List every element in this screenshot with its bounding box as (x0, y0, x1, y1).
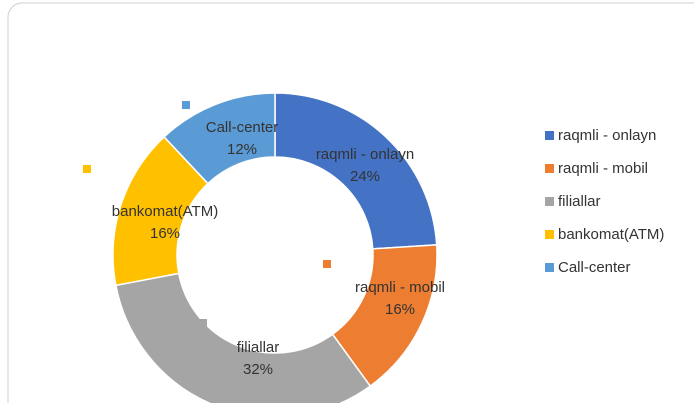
label-marker (199, 319, 207, 327)
legend-swatch (545, 197, 554, 206)
slice-value-label: 16% (149, 225, 181, 242)
slice-value-label: 16% (384, 301, 416, 318)
label-marker (323, 260, 331, 268)
legend-label: filiallar (558, 193, 601, 210)
label-marker (286, 126, 294, 134)
slice-category-label: Call-center (205, 119, 279, 136)
slice-value-label: 12% (226, 141, 258, 158)
slice-value-label: 24% (349, 168, 381, 185)
legend-label: raqmli - onlayn (558, 127, 657, 144)
slice-category-label: filiallar (236, 339, 280, 356)
label-marker (182, 101, 190, 109)
slice-category-label: bankomat(ATM) (111, 203, 219, 220)
donut-slice (163, 92, 276, 185)
donut-slice (114, 272, 372, 403)
legend-swatch (545, 230, 554, 239)
label-marker (83, 165, 91, 173)
legend-swatch (545, 263, 554, 272)
legend-swatch (545, 164, 554, 173)
legend-label: bankomat(ATM) (558, 226, 665, 243)
donut-slice (274, 92, 438, 250)
slice-category-label: raqmli - onlayn (315, 146, 415, 163)
legend-swatch (545, 131, 554, 140)
legend-label: raqmli - mobil (558, 160, 649, 177)
slice-category-label: raqmli - mobil (354, 279, 445, 296)
slice-value-label: 32% (242, 361, 274, 378)
legend-label: Call-center (558, 259, 631, 276)
